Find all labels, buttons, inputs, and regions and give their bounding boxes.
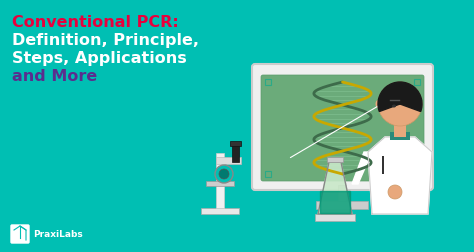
Text: Definition, Principle,: Definition, Principle, [12,33,199,48]
Bar [201,208,239,214]
Bar [206,181,234,186]
Bar [390,133,410,140]
Wedge shape [400,101,422,112]
Bar [216,158,241,164]
Bar [265,80,271,86]
Bar [232,144,239,162]
Bar [315,214,355,221]
Text: PraxiLabs: PraxiLabs [33,230,83,239]
Text: Conventional PCR:: Conventional PCR: [12,15,179,30]
Bar [414,171,420,177]
Bar [265,171,271,177]
FancyBboxPatch shape [252,65,433,190]
Text: Steps, Applications: Steps, Applications [12,51,187,66]
Wedge shape [378,101,400,112]
Bar [394,125,406,137]
Circle shape [219,169,229,179]
Polygon shape [318,162,352,214]
Circle shape [378,83,422,127]
Bar [414,80,420,86]
Bar [382,156,384,174]
Bar [216,153,224,208]
FancyBboxPatch shape [261,76,424,181]
Polygon shape [352,152,372,184]
Wedge shape [378,83,422,105]
Ellipse shape [392,105,396,108]
Bar [317,201,368,209]
Circle shape [388,185,402,199]
Circle shape [215,165,233,183]
Polygon shape [392,152,428,192]
Text: and More: and More [12,69,97,84]
FancyBboxPatch shape [11,225,29,243]
Bar [230,141,241,146]
Polygon shape [320,191,350,213]
Bar [327,158,343,162]
Polygon shape [368,137,432,214]
Ellipse shape [375,101,381,109]
Bar [338,185,346,205]
